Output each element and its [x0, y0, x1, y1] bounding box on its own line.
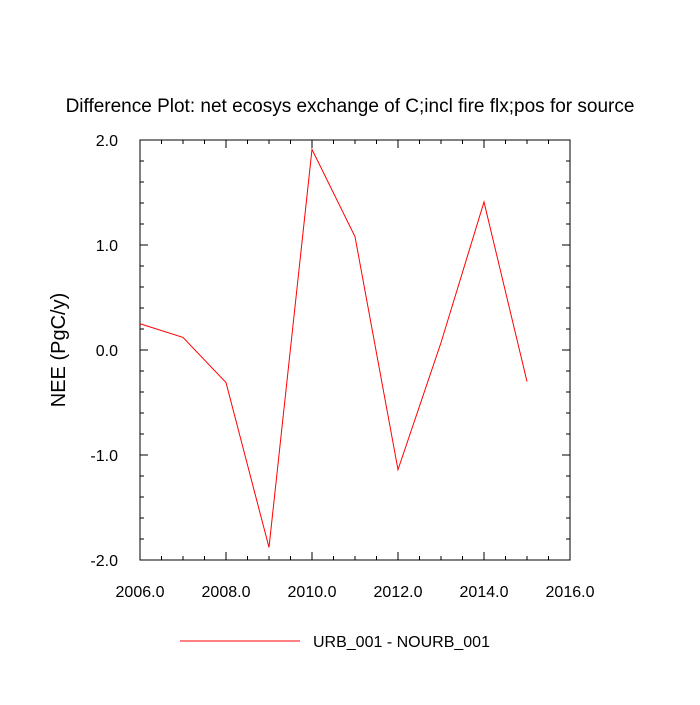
y-tick-label: -1.0: [90, 448, 118, 465]
x-tick-label: 2016.0: [546, 584, 595, 601]
series-line: [139, 147, 528, 548]
y-tick-label: -2.0: [90, 553, 118, 570]
plot-frame: [139, 139, 571, 561]
x-tick-label: 2012.0: [374, 584, 423, 601]
y-tick-label: 1.0: [96, 238, 118, 255]
x-tick-label: 2008.0: [202, 584, 251, 601]
x-tick-label: 2006.0: [116, 584, 165, 601]
x-tick-label: 2014.0: [460, 584, 509, 601]
y-tick-label: 0.0: [96, 343, 118, 360]
legend: URB_001 - NOURB_001: [180, 634, 490, 651]
y-tick-label: 2.0: [96, 133, 118, 150]
x-tick-label: 2010.0: [288, 584, 337, 601]
plot-area: 2006.0 2008.0 2010.0 2012.0 2014.0 2016.0 2.0 1…: [90, 133, 594, 601]
legend-entry-label: URB_001 - NOURB_001: [313, 634, 490, 651]
y-axis-label: NEE (PgC/y): [48, 293, 70, 407]
chart-title: Difference Plot: net ecosys exchange of …: [66, 96, 635, 117]
